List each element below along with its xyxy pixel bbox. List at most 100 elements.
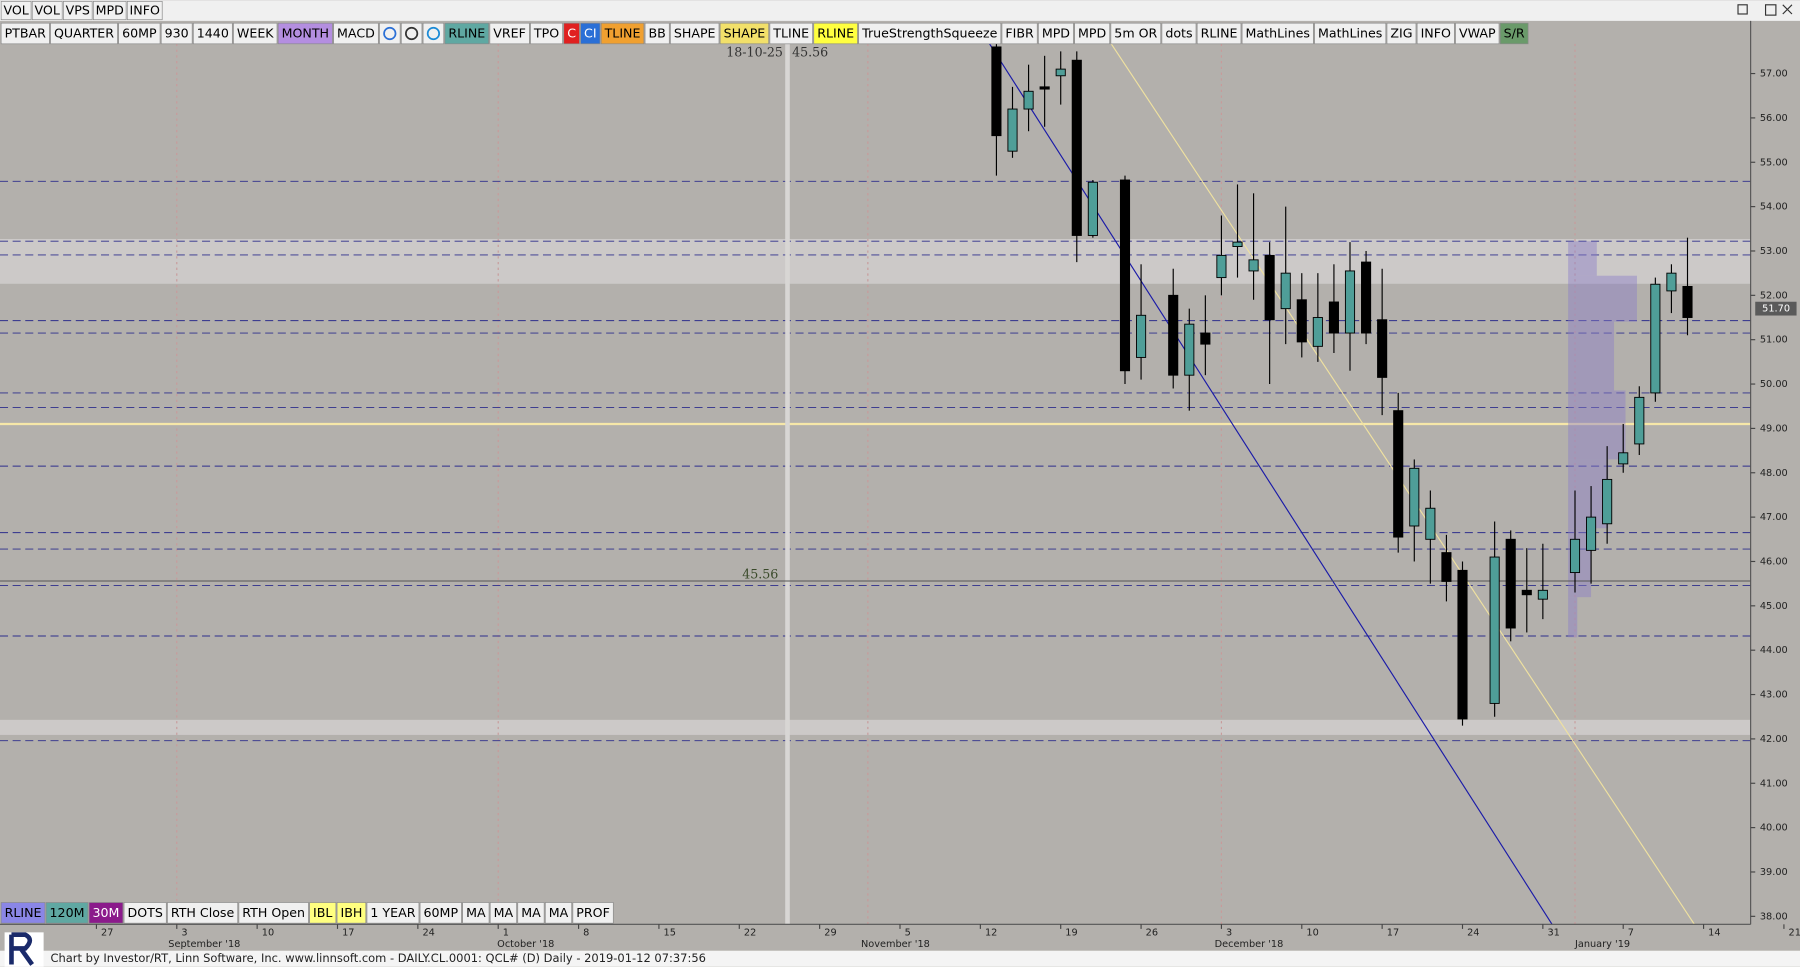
y-tick-label: 45.00 xyxy=(1760,601,1788,612)
toolbar-button[interactable] xyxy=(118,22,161,45)
y-axis: 38.00 39.00 40.00 41.00 42.00 43.00 44.00 45.00… xyxy=(1750,69,1797,922)
toolbar-button[interactable] xyxy=(858,22,1002,45)
footer-bar xyxy=(0,950,1800,967)
toolbar-button-label: 1 YEAR xyxy=(370,905,415,920)
toolbar-button-label: MA xyxy=(521,905,541,920)
toolbar-icon[interactable] xyxy=(383,26,397,41)
candle-body xyxy=(1312,317,1323,347)
toolbar-button[interactable] xyxy=(1074,22,1111,45)
toolbar-button[interactable] xyxy=(769,22,813,45)
candle-body xyxy=(1168,294,1179,376)
candle-body xyxy=(1071,59,1082,236)
toolbar-button[interactable] xyxy=(600,22,645,45)
toolbar-button[interactable] xyxy=(336,902,367,924)
toolbar-icon-bg[interactable] xyxy=(400,22,423,45)
candle-body xyxy=(1602,478,1613,525)
toolbar-button[interactable] xyxy=(530,22,563,45)
y-tick-label: 54.00 xyxy=(1760,202,1788,213)
x-tick-label: 1 xyxy=(503,927,509,938)
toolbar-button[interactable] xyxy=(544,902,573,924)
toolbar-button[interactable] xyxy=(1196,22,1242,45)
close-icon[interactable] xyxy=(1782,4,1793,15)
month-label: December '18 xyxy=(1215,939,1284,950)
candle-body xyxy=(1650,283,1661,394)
toolbar-button[interactable] xyxy=(50,22,118,45)
toolbar-button[interactable] xyxy=(419,902,462,924)
restore-icon[interactable] xyxy=(1737,4,1748,15)
plot-area: 18-10-25 45.56 45.56 xyxy=(0,33,1751,925)
y-tick-label: 50.00 xyxy=(1760,379,1788,390)
toolbar-icon[interactable] xyxy=(426,26,441,41)
toolbar-button[interactable] xyxy=(0,22,50,45)
toolbar-button[interactable] xyxy=(1416,22,1455,45)
toolbar-button[interactable] xyxy=(309,902,337,924)
x-tick-label: 31 xyxy=(1547,927,1559,938)
toolbar-button[interactable] xyxy=(1110,22,1162,45)
toolbar-icon[interactable] xyxy=(405,26,419,41)
toolbar-button-label: 1440 xyxy=(197,26,229,41)
toolbar-button[interactable] xyxy=(644,22,670,45)
title-bar-button[interactable] xyxy=(31,1,63,21)
toolbar-button-label: TLINE xyxy=(772,26,809,41)
toolbar-button-label: DOTS xyxy=(127,905,162,920)
toolbar-button[interactable] xyxy=(366,902,420,924)
x-tick-label: 7 xyxy=(1628,927,1634,938)
toolbar-button[interactable] xyxy=(192,22,233,45)
toolbar-button[interactable] xyxy=(462,902,490,924)
y-tick-label: 52.00 xyxy=(1760,290,1788,301)
toolbar-button[interactable] xyxy=(1038,22,1074,45)
candle-body xyxy=(1055,68,1066,77)
toolbar-button[interactable] xyxy=(167,902,239,924)
toolbar-button[interactable] xyxy=(88,902,124,924)
toolbar-button[interactable] xyxy=(233,22,278,45)
toolbar-button[interactable] xyxy=(719,22,770,45)
toolbar-button[interactable] xyxy=(0,902,46,924)
x-tick-label: 17 xyxy=(342,927,354,938)
toolbar-button[interactable] xyxy=(813,22,858,45)
toolbar-button[interactable] xyxy=(572,902,614,924)
toolbar-button-label: TLINE xyxy=(604,26,641,41)
toolbar-button[interactable] xyxy=(517,902,545,924)
title-bar-button[interactable] xyxy=(126,1,163,21)
toolbar-button[interactable] xyxy=(489,22,530,45)
month-label: January '19 xyxy=(1574,939,1630,950)
toolbar-button[interactable] xyxy=(670,22,720,45)
maximize-icon[interactable] xyxy=(1764,4,1777,16)
toolbar-button[interactable] xyxy=(580,22,601,45)
volume-profile xyxy=(1568,321,1615,391)
candle-body xyxy=(1682,286,1693,318)
candle-body xyxy=(1441,552,1452,582)
y-tick-label: 38.00 xyxy=(1760,911,1788,922)
x-tick-label: 15 xyxy=(664,927,676,938)
title-bar-button[interactable] xyxy=(0,1,32,21)
toolbar-button[interactable] xyxy=(1001,22,1038,45)
candle-body xyxy=(1521,589,1532,596)
candle-body xyxy=(1569,538,1581,574)
toolbar-button[interactable] xyxy=(1161,22,1197,45)
toolbar-button[interactable] xyxy=(1314,22,1387,45)
toolbar-button[interactable] xyxy=(1241,22,1314,45)
volume-profile xyxy=(1568,275,1637,322)
candle-body xyxy=(1489,556,1500,704)
toolbar-button[interactable] xyxy=(160,22,193,45)
toolbar-button-label: IBL xyxy=(313,905,332,920)
toolbar-button[interactable] xyxy=(123,902,167,924)
toolbar-button[interactable] xyxy=(238,902,309,924)
toolbar-button[interactable] xyxy=(333,22,379,45)
candle-body xyxy=(1328,301,1339,334)
toolbar-button-label: 120M xyxy=(50,905,85,920)
title-bar-button[interactable] xyxy=(92,1,127,21)
toolbar-button[interactable] xyxy=(489,902,517,924)
title-bar-button[interactable] xyxy=(63,1,93,21)
y-tick-label: 40.00 xyxy=(1760,823,1788,834)
toolbar-button-label: TrueStrengthSqueeze xyxy=(861,26,997,41)
toolbar-icon-bg[interactable] xyxy=(422,22,445,45)
toolbar-button[interactable] xyxy=(1386,22,1417,45)
toolbar-icon-bg[interactable] xyxy=(379,22,401,45)
toolbar-button[interactable] xyxy=(444,22,490,45)
toolbar-button[interactable] xyxy=(277,22,333,45)
toolbar-button[interactable] xyxy=(1499,22,1529,45)
toolbar-button[interactable] xyxy=(45,902,89,924)
toolbar-button[interactable] xyxy=(1455,22,1500,45)
toolbar-button[interactable] xyxy=(563,22,580,45)
